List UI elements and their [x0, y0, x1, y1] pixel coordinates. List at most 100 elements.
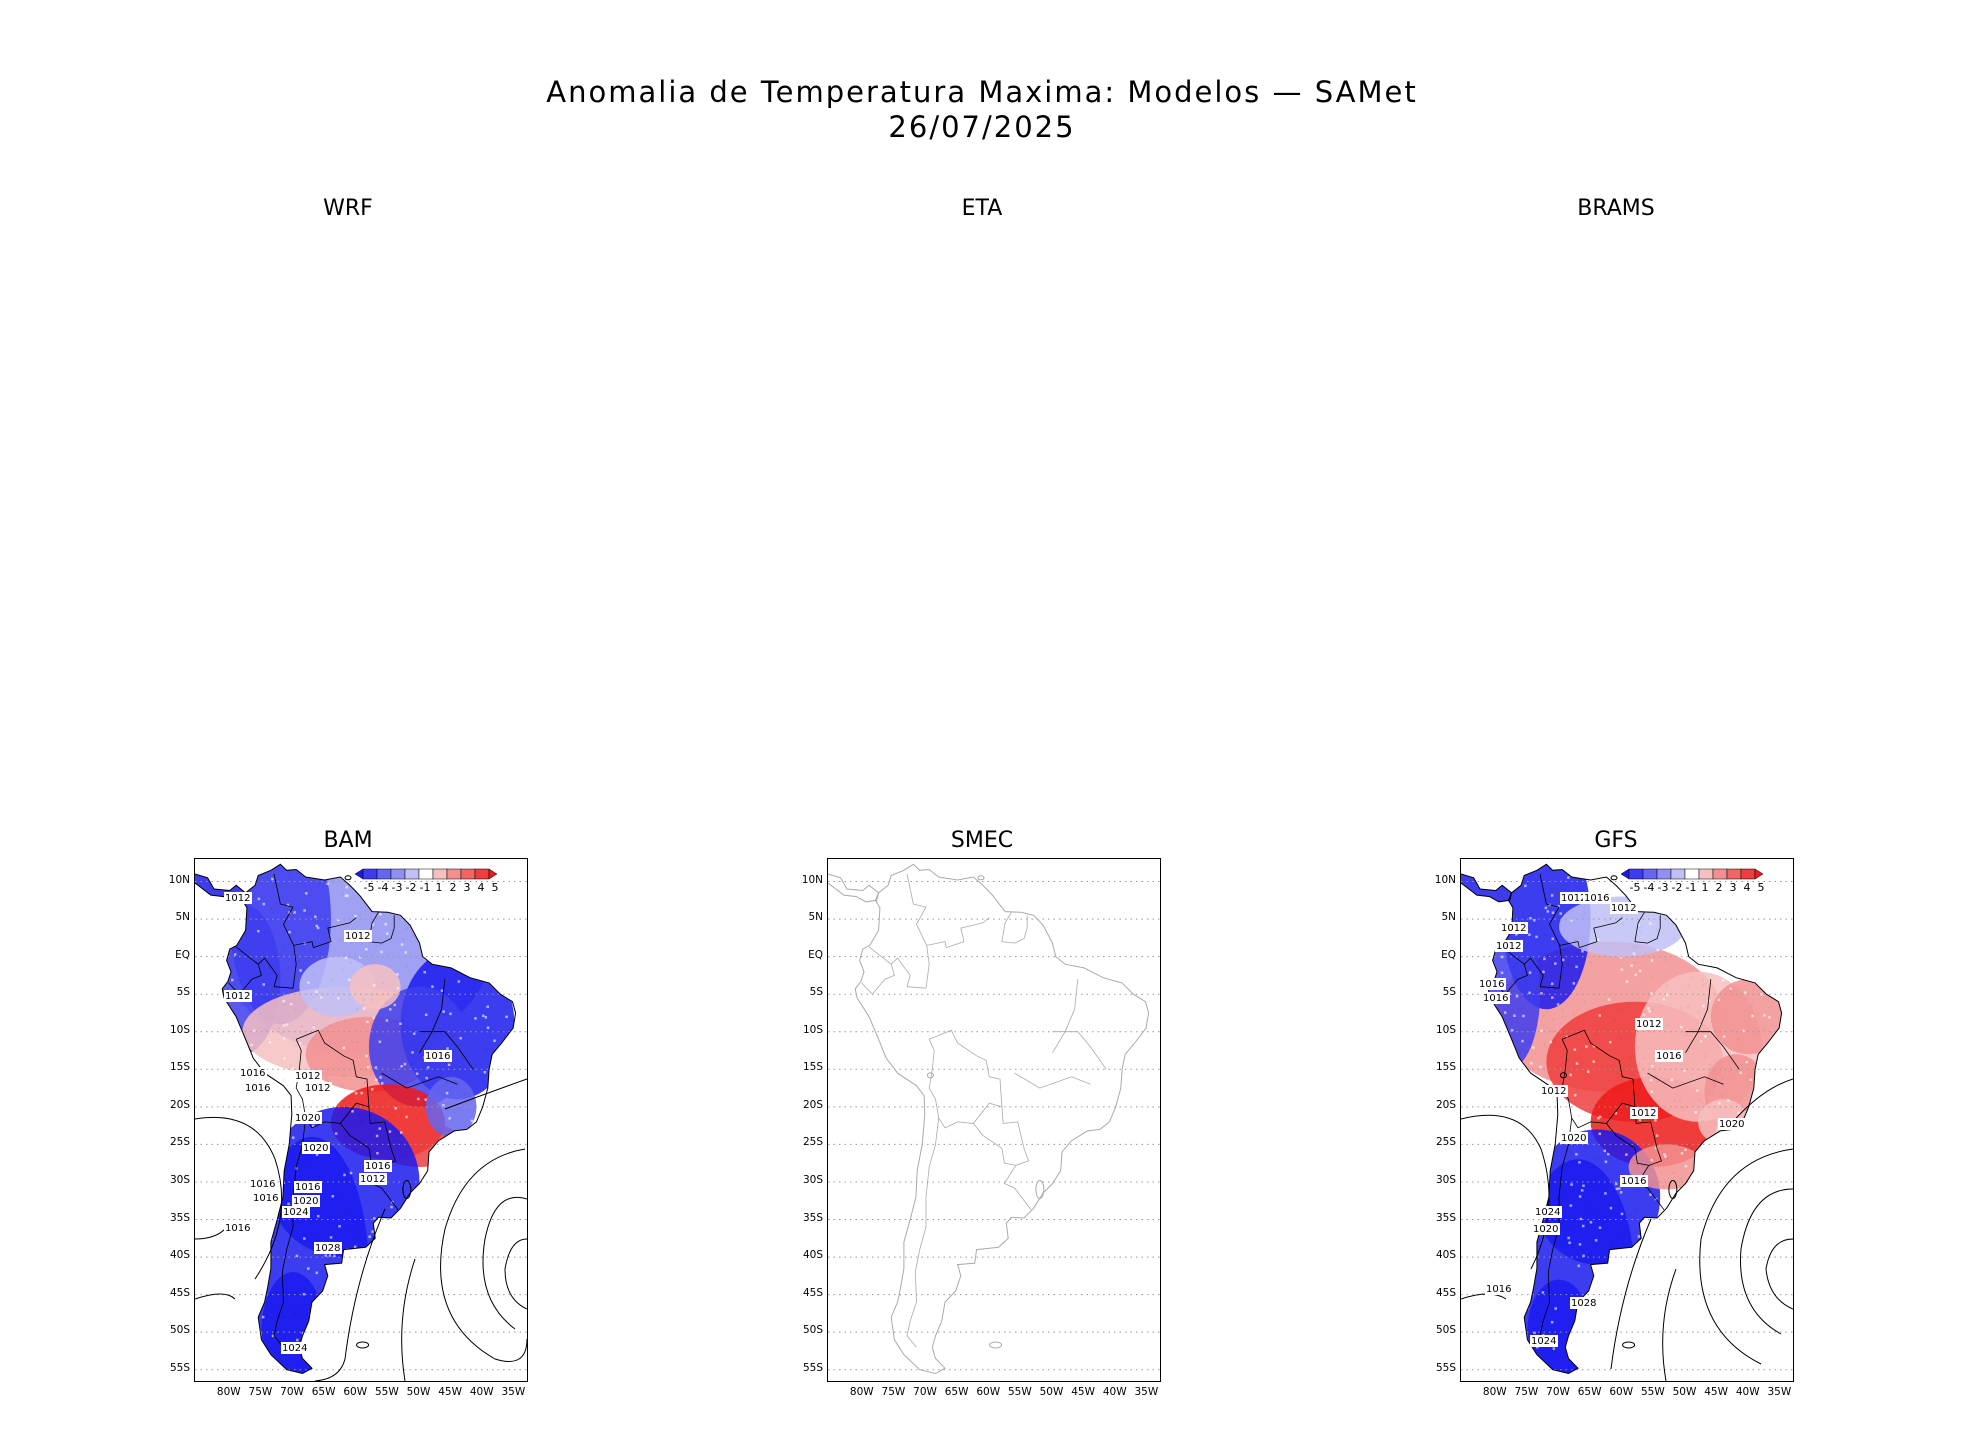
gfs-isobar-label: 1016: [1482, 992, 1510, 1004]
lat-tick-label: 40S: [1424, 1249, 1456, 1261]
map-panel-gfs: 1012 1012 1012 1016 1016 1012 1016 1012 1016 1012…: [1460, 858, 1794, 1382]
gfs-central-america-fill: [1461, 874, 1512, 902]
svg-text:1020: 1020: [1561, 1133, 1586, 1144]
bam-legend-label: -4: [378, 881, 389, 894]
bam-isobar-label: 1012: [359, 1173, 387, 1185]
lon-tick-label: 75W: [246, 1386, 274, 1398]
map-panel-bam: 1012 1012 1012 1016 1016 1012 1012 1016 1016 1020…: [194, 858, 528, 1382]
gfs-legend-label: 5: [1758, 881, 1765, 894]
bam-isobar-label: 1024: [281, 1342, 309, 1354]
bam-isobar-label: 1012: [294, 1070, 322, 1082]
svg-text:1012: 1012: [360, 1174, 385, 1185]
bam-isobar-label: 1012: [224, 892, 252, 904]
smec-coastline: [828, 864, 1149, 1373]
bam-isobar-label: 1028: [314, 1242, 342, 1254]
bam-isobar-label: 1024: [282, 1206, 310, 1218]
lat-tick-label: 5N: [791, 911, 823, 923]
lat-tick-label: 40S: [158, 1249, 190, 1261]
lon-tick-label: 40W: [468, 1386, 496, 1398]
svg-text:1016: 1016: [1486, 1284, 1511, 1295]
lon-tick-label: 35W: [1765, 1386, 1793, 1398]
lon-tick-label: 35W: [1132, 1386, 1160, 1398]
lon-tick-label: 40W: [1101, 1386, 1129, 1398]
lat-tick-label: 10N: [791, 874, 823, 886]
bam-legend-label: 1: [436, 881, 443, 894]
lon-tick-label: 80W: [1481, 1386, 1509, 1398]
svg-text:1020: 1020: [295, 1113, 320, 1124]
gfs-legend-label: -4: [1644, 881, 1655, 894]
lat-tick-label: 5S: [791, 986, 823, 998]
lat-tick-label: 25S: [1424, 1136, 1456, 1148]
bam-legend-label: 3: [464, 881, 471, 894]
lat-tick-label: 15S: [1424, 1061, 1456, 1073]
gfs-isobar-label: 1024: [1530, 1335, 1558, 1347]
svg-text:1016: 1016: [1479, 979, 1504, 990]
smec-gridlines: [828, 882, 1160, 1370]
bam-isobar-label: 1016: [294, 1181, 322, 1193]
svg-text:1012: 1012: [1636, 1019, 1661, 1030]
bam-legend-label: -5: [364, 881, 375, 894]
svg-text:1012: 1012: [1561, 893, 1586, 904]
svg-text:1028: 1028: [315, 1243, 340, 1254]
gfs-isobar-label: 1020: [1560, 1132, 1588, 1144]
gfs-legend-label: 2: [1716, 881, 1723, 894]
gfs-isobar-label: 1012: [1495, 940, 1523, 952]
bam-isobar-label: 1016: [244, 1082, 272, 1094]
lat-tick-label: 15S: [791, 1061, 823, 1073]
lon-tick-label: 45W: [436, 1386, 464, 1398]
svg-text:1020: 1020: [1533, 1224, 1558, 1235]
lon-tick-label: 75W: [1512, 1386, 1540, 1398]
lat-tick-label: 50S: [158, 1324, 190, 1336]
panel-title-brams: BRAMS: [1516, 196, 1716, 221]
bam-isobar-label: 1016: [252, 1192, 280, 1204]
svg-text:1024: 1024: [283, 1207, 308, 1218]
panel-title-smec: SMEC: [882, 828, 1082, 853]
lon-tick-label: 45W: [1702, 1386, 1730, 1398]
svg-text:1012: 1012: [225, 893, 250, 904]
lat-tick-label: 5N: [158, 911, 190, 923]
bam-legend-label: -3: [392, 881, 403, 894]
lat-tick-label: 35S: [158, 1212, 190, 1224]
svg-text:1012: 1012: [1611, 903, 1636, 914]
lat-tick-label: 40S: [791, 1249, 823, 1261]
svg-text:1016: 1016: [245, 1083, 270, 1094]
svg-text:1012: 1012: [305, 1083, 330, 1094]
map-panel-smec: [827, 858, 1161, 1382]
lon-tick-label: 70W: [911, 1386, 939, 1398]
bam-legend-label: 5: [492, 881, 499, 894]
gfs-legend-label: -5: [1630, 881, 1641, 894]
bam-isobar-label: 1016: [364, 1160, 392, 1172]
svg-text:1020: 1020: [303, 1143, 328, 1154]
lat-tick-label: 10N: [1424, 874, 1456, 886]
lon-tick-label: 50W: [404, 1386, 432, 1398]
bam-isobar-label: 1012: [344, 930, 372, 942]
lon-tick-label: 65W: [1576, 1386, 1604, 1398]
lon-tick-label: 50W: [1037, 1386, 1065, 1398]
gfs-isobar-label: 1012: [1630, 1107, 1658, 1119]
bam-isobar-label: 1020: [292, 1195, 320, 1207]
lat-tick-label: 45S: [1424, 1287, 1456, 1299]
gfs-isobar-label: 1012: [1635, 1018, 1663, 1030]
lat-tick-label: 35S: [791, 1212, 823, 1224]
lon-tick-label: 40W: [1734, 1386, 1762, 1398]
lat-tick-label: 5N: [1424, 911, 1456, 923]
svg-text:1028: 1028: [1571, 1298, 1596, 1309]
gfs-isobar-label: 1016: [1485, 1283, 1513, 1295]
bam-isobar-label: 1016: [424, 1050, 452, 1062]
svg-text:1016: 1016: [1584, 893, 1609, 904]
panel-title-gfs: GFS: [1516, 828, 1716, 853]
lon-tick-label: 65W: [310, 1386, 338, 1398]
lat-tick-label: 20S: [1424, 1099, 1456, 1111]
gfs-isobar-label: 1016: [1620, 1175, 1648, 1187]
gfs-isobar-label: 1012: [1500, 922, 1528, 934]
lon-tick-label: 65W: [943, 1386, 971, 1398]
lat-tick-label: 25S: [158, 1136, 190, 1148]
lon-tick-label: 60W: [1607, 1386, 1635, 1398]
bam-isobar-label: 1020: [302, 1142, 330, 1154]
gfs-legend-label: -1: [1686, 881, 1697, 894]
lat-tick-label: 30S: [1424, 1174, 1456, 1186]
main-title-line2: 26/07/2025: [0, 110, 1964, 144]
lat-tick-label: 10S: [791, 1024, 823, 1036]
gfs-legend-label: 4: [1744, 881, 1751, 894]
gfs-legend-label: -3: [1658, 881, 1669, 894]
